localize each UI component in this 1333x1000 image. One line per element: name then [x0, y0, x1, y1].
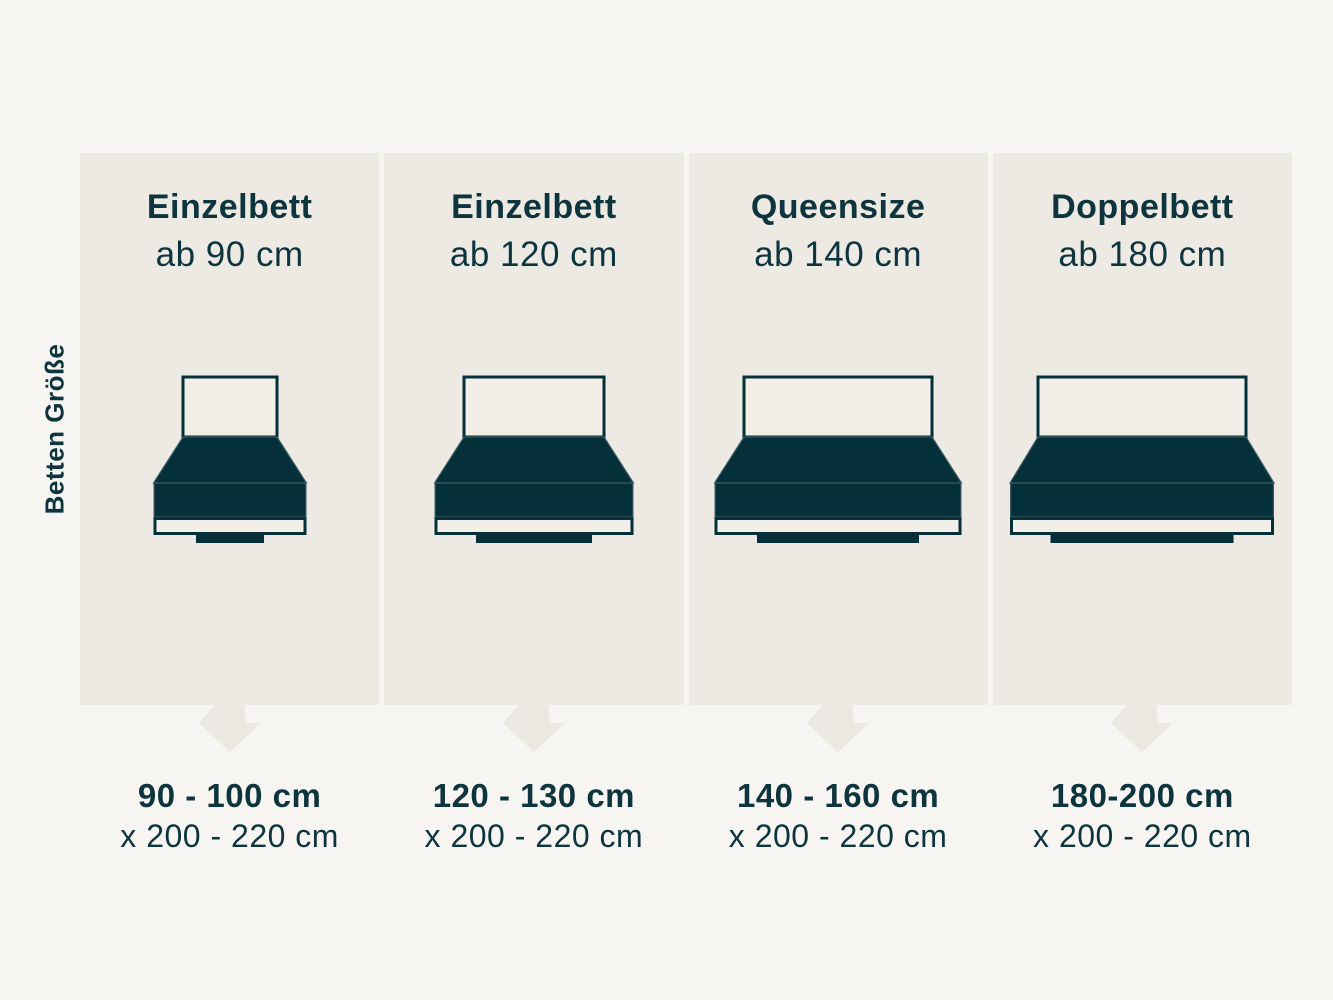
down-arrow-icon [806, 705, 870, 753]
size-caption: 120 - 130 cm x 200 - 220 cm [384, 776, 683, 856]
size-caption: 180-200 cm x 200 - 220 cm [993, 776, 1292, 856]
column-header: Queensize ab 140 cm [689, 153, 988, 273]
bed-type-title: Einzelbett [146, 188, 313, 226]
vertical-axis-label: Betten Größe [39, 343, 70, 515]
bed-illustration [149, 373, 310, 547]
width-range: 90 - 100 cm [137, 777, 322, 814]
column-header: Einzelbett ab 120 cm [384, 153, 683, 273]
column-panel: Einzelbett ab 90 cm [80, 153, 380, 705]
column-panel: Doppelbett ab 180 cm [992, 153, 1292, 705]
bed-min-width: ab 90 cm [155, 235, 304, 274]
column-einzelbett-120: Einzelbett ab 120 cm 120 - 130 cm x 200 … [384, 153, 684, 870]
bed-min-width: ab 120 cm [449, 235, 618, 274]
column-queensize-140: Queensize ab 140 cm 140 - 160 cm x 200 -… [688, 153, 988, 870]
column-doppelbett-180: Doppelbett ab 180 cm 180-200 cm x 200 - … [992, 153, 1292, 870]
down-arrow-icon [1110, 705, 1174, 753]
width-range: 140 - 160 cm [736, 777, 940, 814]
size-caption: 90 - 100 cm x 200 - 220 cm [80, 776, 379, 856]
column-header: Einzelbett ab 90 cm [80, 153, 379, 273]
width-range: 120 - 130 cm [432, 777, 636, 814]
column-header: Doppelbett ab 180 cm [993, 153, 1292, 273]
down-arrow-icon [502, 705, 566, 753]
bed-type-title: Queensize [750, 188, 926, 226]
bed-min-width: ab 140 cm [754, 235, 923, 274]
column-panel: Einzelbett ab 120 cm [384, 153, 684, 705]
column-einzelbett-90: Einzelbett ab 90 cm 90 - 100 cm x 200 - … [80, 153, 380, 870]
size-caption: 140 - 160 cm x 200 - 220 cm [689, 776, 988, 856]
bed-illustration [1006, 373, 1278, 547]
column-panel: Queensize ab 140 cm [688, 153, 988, 705]
bed-illustration [430, 373, 637, 547]
bed-illustration [711, 373, 966, 547]
bed-min-width: ab 180 cm [1058, 235, 1227, 274]
length-range: x 200 - 220 cm [424, 818, 644, 854]
bed-type-title: Einzelbett [451, 188, 617, 226]
length-range: x 200 - 220 cm [728, 818, 948, 854]
bed-type-title: Doppelbett [1051, 188, 1234, 226]
length-range: x 200 - 220 cm [1033, 818, 1252, 854]
bed-size-columns: Einzelbett ab 90 cm 90 - 100 cm x 200 - … [80, 153, 1292, 870]
down-arrow-icon [198, 705, 262, 753]
width-range: 180-200 cm [1050, 777, 1234, 814]
length-range: x 200 - 220 cm [120, 818, 339, 854]
